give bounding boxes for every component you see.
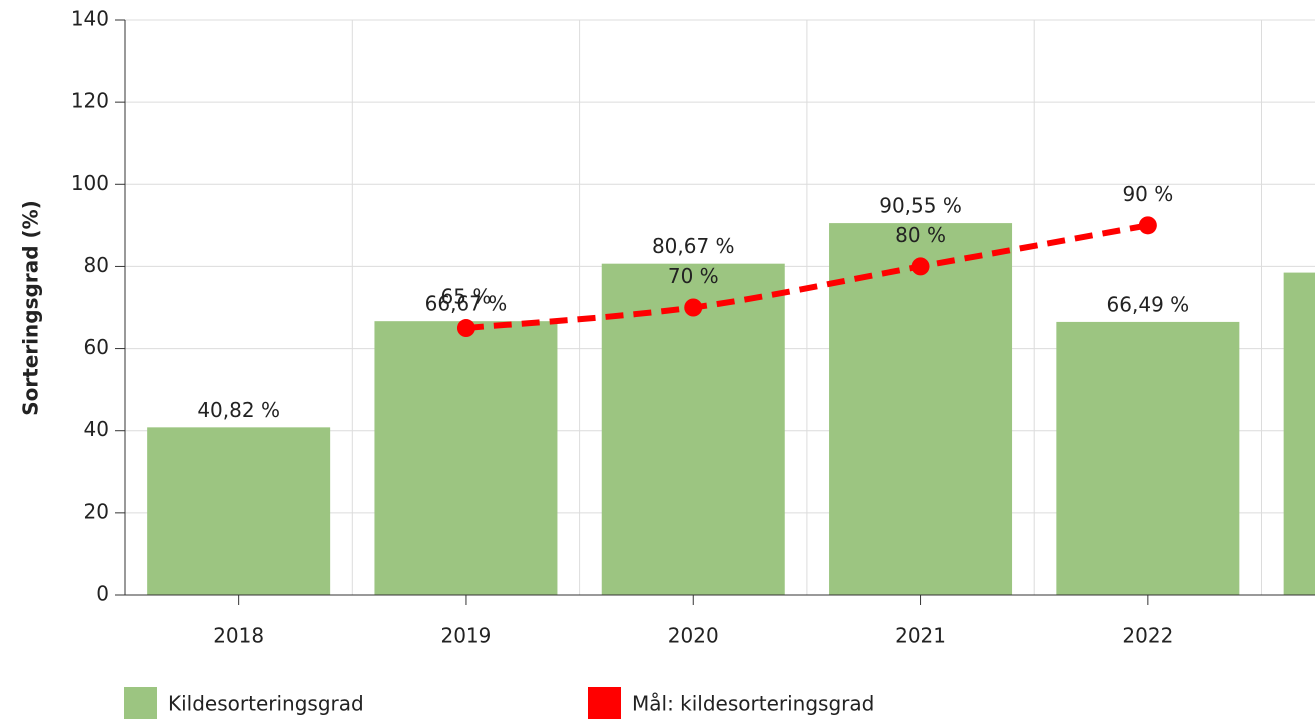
y-tick-label: 0 <box>96 582 109 606</box>
point-value-label: 70 % <box>668 264 719 288</box>
bar <box>374 321 558 595</box>
y-tick-label: 100 <box>71 171 109 195</box>
bar-value-label: 66,67 % <box>425 292 508 316</box>
x-tick-label: 2022 <box>1122 624 1173 648</box>
legend-swatch <box>124 687 157 719</box>
bar <box>601 263 785 595</box>
bar <box>147 427 331 595</box>
x-tick-label: 2018 <box>213 624 264 648</box>
target-point <box>911 257 930 276</box>
y-tick-label: 20 <box>84 499 109 523</box>
legend-swatch <box>588 687 621 719</box>
x-tick-label: 2020 <box>668 624 719 648</box>
target-line <box>465 222 1149 332</box>
y-tick-label: 80 <box>84 253 109 277</box>
target-point <box>1138 216 1157 235</box>
y-axis-label: Sorteringsgrad (%) <box>19 200 43 416</box>
bar-value-label: 90,55 % <box>879 194 962 218</box>
legend-label: Mål: kildesorteringsgrad <box>632 692 874 716</box>
bar-value-label: 66,49 % <box>1107 292 1190 316</box>
y-tick-label: 120 <box>71 89 109 113</box>
bar-value-label: 80,67 % <box>652 234 735 258</box>
bar <box>829 223 1013 596</box>
target-point <box>684 298 703 317</box>
point-value-label: 80 % <box>895 223 946 247</box>
target-point <box>456 319 475 338</box>
bar-value-label: 40,82 % <box>197 398 280 422</box>
y-tick-label: 40 <box>84 417 109 441</box>
bar <box>1283 272 1315 595</box>
point-value-label: 90 % <box>1122 182 1173 206</box>
x-tick-label: 2021 <box>895 624 946 648</box>
y-tick-label: 60 <box>84 335 109 359</box>
legend-label: Kildesorteringsgrad <box>168 692 364 716</box>
y-tick-label: 140 <box>71 7 109 31</box>
bar <box>1056 321 1240 595</box>
x-tick-label: 2019 <box>440 624 491 648</box>
point-value-label: 65 % <box>441 285 492 309</box>
